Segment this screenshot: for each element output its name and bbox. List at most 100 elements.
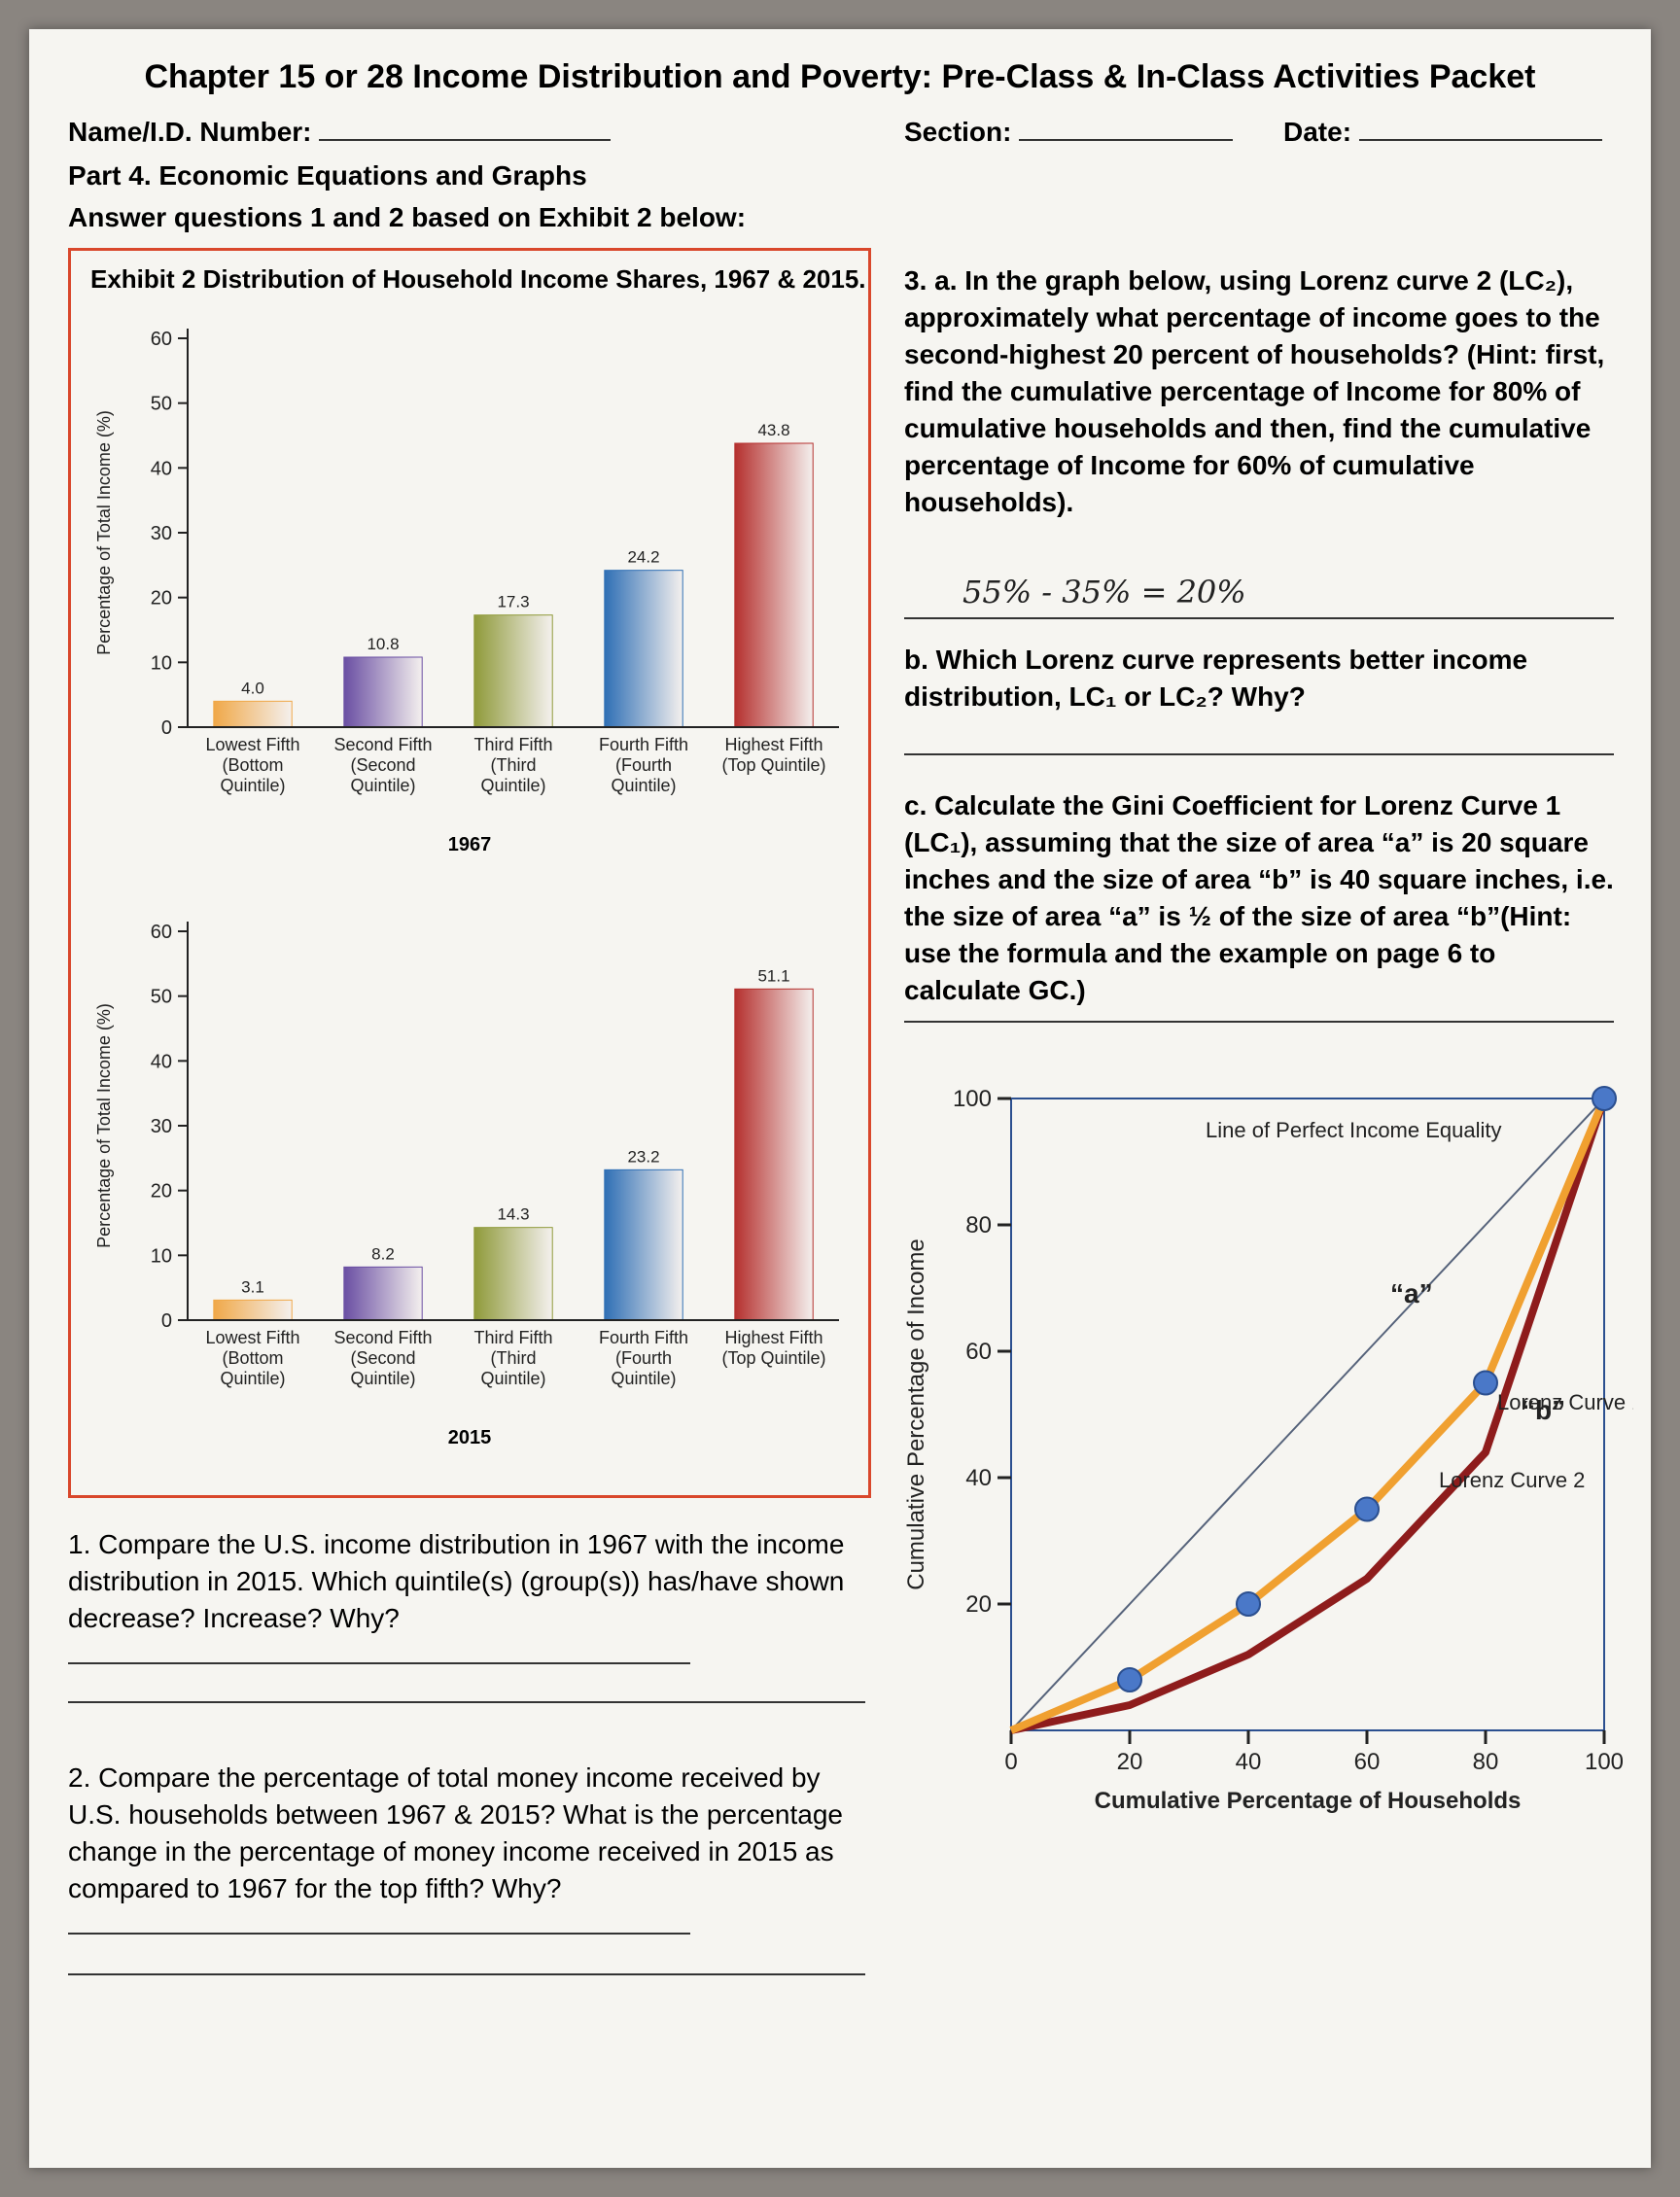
marker (1354, 1496, 1380, 1522)
series-line (1009, 1097, 1608, 1734)
bar (213, 700, 293, 728)
x-tick-label: 100 (1585, 1749, 1624, 1775)
value-label: 10.8 (367, 635, 399, 653)
handwritten-answer: 55% - 35% = 20% (962, 574, 1246, 610)
instructions: Answer questions 1 and 2 based on Exhibi… (68, 202, 747, 232)
lorenz-chart: Cumulative Percentage of Income Cumulativ… (894, 1060, 1643, 1857)
date-label: Date: (1283, 117, 1352, 147)
section-label: Section: (904, 117, 1012, 147)
y-tick-label: 30 (151, 523, 172, 544)
y-axis-label: Percentage of Total Income (%) (94, 1003, 114, 1248)
y-tick-label: 60 (151, 922, 172, 943)
q1-text: 1. Compare the U.S. income distribution … (68, 1529, 845, 1633)
value-label: 8.2 (371, 1244, 395, 1263)
name-field: Name/I.D. Number: (68, 117, 612, 148)
value-label: 3.1 (241, 1277, 264, 1296)
bar (473, 614, 553, 728)
blank (68, 1662, 690, 1664)
y-tick-label: 10 (151, 652, 172, 674)
x-tick-label: Third Fifth (Third Quintile) (473, 1328, 553, 1388)
marker (1592, 1086, 1617, 1111)
exhibit-title: Exhibit 2 Distribution of Household Inco… (90, 264, 866, 294)
answer-line (904, 753, 1614, 755)
blank (1358, 139, 1602, 141)
x-tick-label: Second Fifth (Second Quintile) (333, 735, 433, 795)
q3c-text: c. Calculate the Gini Coefficient for Lo… (904, 790, 1614, 1005)
x-tick-label: Highest Fifth (Top Quintile) (721, 735, 826, 775)
part-heading: Part 4. Economic Equations and Graphs (68, 160, 587, 191)
chart-subtitle: 2015 (447, 1427, 492, 1448)
bar (734, 442, 814, 728)
annotation: “b” (1522, 1395, 1565, 1425)
y-tick-label: 60 (965, 1339, 992, 1365)
y-tick-label: 50 (151, 394, 172, 415)
q2-text: 2. Compare the percentage of total money… (68, 1762, 843, 1903)
value-label: 24.2 (627, 548, 659, 567)
value-label: 17.3 (497, 593, 529, 611)
series-name: Lorenz Curve 2 (1439, 1468, 1585, 1492)
x-tick-label: Fourth Fifth (Fourth Quintile) (598, 1328, 689, 1388)
question-3b: b. Which Lorenz curve represents better … (904, 645, 1528, 712)
x-tick-label: Highest Fifth (Top Quintile) (721, 1328, 826, 1368)
x-tick-label: Fourth Fifth (Fourth Quintile) (598, 735, 689, 795)
y-tick-label: 100 (953, 1086, 992, 1112)
title: Chapter 15 or 28 Income Distribution and… (144, 58, 1536, 95)
value-label: 4.0 (241, 679, 264, 697)
chart-subtitle: 1967 (447, 834, 492, 855)
blank (68, 1933, 690, 1935)
y-tick-label: 0 (161, 717, 172, 739)
bar (604, 1168, 683, 1321)
bar (343, 1266, 423, 1321)
x-axis-label: Cumulative Percentage of Households (1095, 1788, 1522, 1814)
y-tick-label: 0 (161, 1310, 172, 1332)
chart-2015: Percentage of Total Income (%) 0 10 20 30 40 5… (71, 902, 868, 1485)
marker (1117, 1667, 1142, 1692)
x-tick-label: Lowest Fifth (Bottom Quintile) (205, 1328, 300, 1388)
y-tick-label: 20 (965, 1591, 992, 1618)
question-2: 2. Compare the percentage of total money… (68, 1760, 865, 1944)
bar (473, 1227, 553, 1321)
exhibit-box: Exhibit 2 Distribution of Household Inco… (68, 248, 871, 1498)
y-tick-label: 20 (151, 1181, 172, 1203)
line-chart: Cumulative Percentage of Income Cumulativ… (903, 1086, 1643, 1814)
x-tick-label: Second Fifth (Second Quintile) (333, 1328, 433, 1388)
answer-line (904, 1021, 1614, 1023)
value-label: 51.1 (757, 966, 789, 985)
series-line (1010, 1098, 1605, 1731)
question-1: 1. Compare the U.S. income distribution … (68, 1526, 865, 1674)
x-tick-label: Third Fifth (Third Quintile) (473, 735, 553, 795)
answer-line (68, 1701, 865, 1703)
series-name: Lorenz Curve 1 (1497, 1390, 1633, 1414)
series-line (1010, 1097, 1608, 1734)
annotation: “a” (1390, 1278, 1433, 1308)
bar (604, 570, 683, 728)
value-label: 23.2 (627, 1147, 659, 1166)
y-tick-label: 30 (151, 1116, 172, 1137)
marker (1236, 1591, 1261, 1617)
worksheet: Chapter 15 or 28 Income Distribution and… (29, 29, 1651, 2168)
y-tick-label: 40 (151, 1051, 172, 1072)
y-tick-label: 50 (151, 987, 172, 1008)
blank (1019, 139, 1234, 141)
y-tick-label: 40 (151, 458, 172, 479)
y-tick-label: 20 (151, 588, 172, 610)
y-tick-label: 40 (965, 1465, 992, 1491)
chart-1967: Percentage of Total Income (%) 0 10 20 30 40 5… (71, 309, 868, 892)
bar-chart: Percentage of Total Income (%) 0 10 20 30 40 5… (94, 922, 839, 1332)
marker (1473, 1370, 1498, 1396)
name-label: Name/I.D. Number: (68, 117, 312, 147)
x-tick-label: 20 (1117, 1749, 1143, 1775)
y-tick-label: 60 (151, 329, 172, 350)
x-tick-label: 0 (1004, 1749, 1017, 1775)
x-tick-label: Lowest Fifth (Bottom Quintile) (205, 735, 300, 795)
bar (734, 988, 814, 1321)
y-tick-label: 10 (151, 1245, 172, 1267)
question-3a: 3. a. In the graph below, using Lorenz c… (904, 265, 1605, 517)
blank (319, 139, 612, 141)
y-tick-label: 80 (965, 1212, 992, 1238)
x-tick-label: 40 (1236, 1749, 1262, 1775)
plot-frame (1010, 1098, 1605, 1731)
section-field: Section: (904, 117, 1234, 148)
answer-line (68, 1973, 865, 1975)
